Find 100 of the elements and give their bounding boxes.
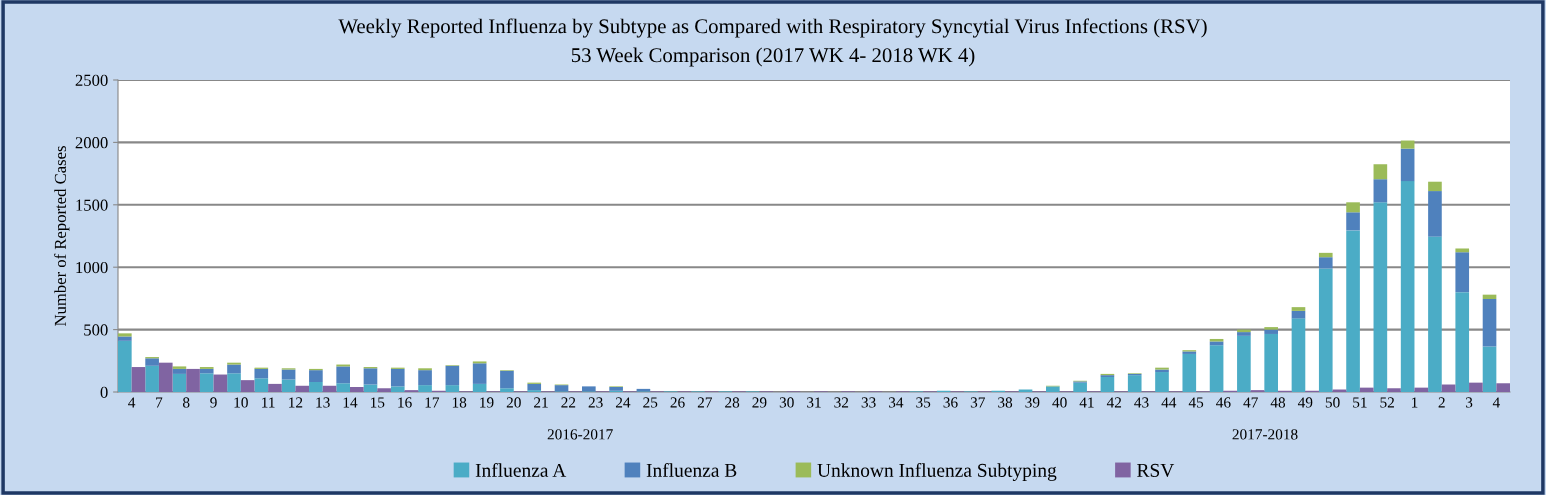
legend-label: Influenza B [646,463,737,477]
bar [1387,388,1401,392]
bar [1209,345,1224,392]
y-axis-title: Number of Reported Cases [54,146,70,327]
bar [1400,148,1415,182]
x-tick-label: 9 [210,397,217,408]
bar [309,370,323,383]
legend-label: RSV [1137,463,1175,478]
bar [582,386,596,392]
x-tick-label: 21 [534,397,548,408]
bar [1455,292,1470,392]
bar [1291,307,1306,311]
bar [1400,140,1415,149]
x-tick-label: 2 [1438,397,1445,408]
bar [1373,179,1388,203]
bar [500,370,514,389]
y-tick-label: 500 [84,324,108,336]
bar [1100,377,1115,392]
bar [1318,252,1333,258]
x-tick-label: 24 [615,397,631,408]
x-tick-label: 4 [1492,397,1500,408]
x-tick-label: 8 [183,397,190,408]
x-tick-label: 46 [1216,397,1231,408]
bar [1400,181,1415,392]
x-tick-label: 35 [916,397,931,408]
bar [1264,327,1278,330]
bar [227,364,241,374]
bar [1373,202,1388,392]
text: 2017-2018 [1232,429,1298,440]
bar [1237,335,1251,392]
bar [1455,248,1470,253]
bar [1455,252,1470,293]
bar [1414,387,1429,392]
x-tick-label: 34 [888,397,904,408]
bar [1496,383,1510,392]
bar [445,365,460,386]
x-tick-label: 7 [156,397,163,408]
bar [1482,346,1497,392]
bar [554,385,569,392]
x-tick-label: 3 [1465,397,1473,408]
bar [145,358,159,366]
x-tick-label: 12 [289,397,303,408]
y-tick-label: 1000 [76,261,108,274]
x-tick-label: 11 [262,397,275,408]
x-tick-label: 1 [1412,397,1418,408]
bar [1209,341,1224,346]
x-tick-label: 43 [1134,397,1149,408]
bar [1127,375,1142,392]
x-tick-label: 31 [807,397,821,408]
x-tick-label: 15 [371,397,385,408]
x-tick-label: 25 [643,397,658,408]
x-tick-label: 52 [1380,397,1394,408]
y-tick-label: 0 [100,386,108,398]
x-tick-label: 16 [398,397,412,408]
x-tick-label: 18 [452,397,467,408]
x-tick-label: 38 [998,397,1013,408]
bar [1291,318,1306,392]
bar [1346,230,1360,392]
bar [472,363,487,384]
chart-title: Weekly Reported Influenza by Subtype as Compared with Respiratory Syncytial Virus Infections (RSV) [338,18,1207,38]
bar [1264,329,1278,334]
legend-label: Influenza A [475,463,567,477]
x-tick-label: 50 [1325,397,1340,408]
text: 2016-2017 [547,429,613,440]
bar [1482,299,1497,347]
x-tick-label: 17 [425,397,440,408]
x-tick-label: 39 [1025,397,1040,408]
bar [1318,268,1333,392]
bar [118,340,132,392]
x-tick-label: 48 [1270,397,1286,408]
bar [363,368,378,385]
bar [172,368,187,374]
bar [418,385,432,392]
y-tick-label: 2000 [75,137,108,149]
bar [1346,202,1360,213]
bar [1264,333,1278,392]
bar [118,333,132,337]
x-tick-label: 30 [779,397,794,408]
bar [1469,382,1483,392]
bar [1046,386,1060,392]
bar [254,368,269,379]
x-tick-label: 29 [752,397,767,408]
x-tick-label: 44 [1161,397,1177,408]
bar [1182,353,1197,392]
x-tick-label: 22 [561,397,576,408]
x-tick-label: 37 [970,397,985,408]
x-tick-label: 20 [506,397,521,408]
bar [1155,372,1169,392]
x-tick-label: 32 [834,397,849,408]
bar [281,369,296,380]
x-tick-label: 26 [670,397,685,408]
bar [500,388,514,392]
bar [445,385,460,392]
bar [199,368,214,374]
x-tick-label: 47 [1243,397,1258,408]
bar [336,366,350,384]
y-tick-label: 1500 [76,199,108,211]
x-tick-label: 27 [697,397,713,408]
chart-subtitle: 53 Week Comparison (2017 WK 4- 2018 WK 4) [571,47,975,67]
y-tick-label: 2500 [75,74,108,86]
